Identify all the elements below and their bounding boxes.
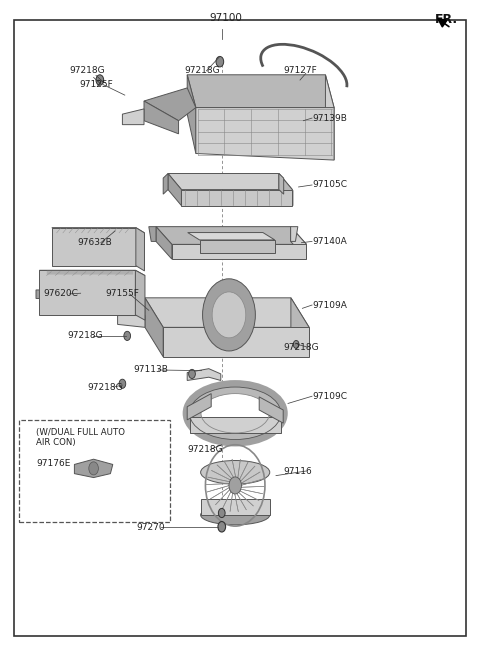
Text: 97620C: 97620C: [43, 289, 78, 298]
Ellipse shape: [201, 505, 270, 525]
Polygon shape: [187, 369, 221, 380]
Text: 97218G: 97218G: [67, 331, 103, 340]
Text: (W/DUAL FULL AUTO: (W/DUAL FULL AUTO: [36, 428, 125, 438]
Text: 97109C: 97109C: [312, 392, 347, 401]
Polygon shape: [190, 417, 281, 433]
Polygon shape: [163, 327, 309, 357]
Text: 97218G: 97218G: [283, 342, 319, 352]
Text: 97100: 97100: [209, 13, 242, 23]
Polygon shape: [122, 109, 144, 125]
Text: 97109A: 97109A: [312, 300, 347, 310]
Text: FR.: FR.: [435, 13, 458, 26]
Polygon shape: [36, 290, 103, 303]
Text: 97218G: 97218G: [185, 66, 220, 75]
Polygon shape: [168, 174, 292, 190]
Circle shape: [216, 56, 224, 67]
Ellipse shape: [201, 461, 270, 484]
Polygon shape: [325, 75, 334, 160]
Circle shape: [89, 462, 98, 475]
Polygon shape: [187, 75, 196, 154]
Text: 97105C: 97105C: [312, 180, 347, 190]
Polygon shape: [145, 298, 309, 327]
Polygon shape: [156, 227, 307, 244]
Polygon shape: [39, 270, 145, 276]
Polygon shape: [163, 174, 168, 194]
Text: 97139B: 97139B: [312, 113, 347, 123]
Polygon shape: [135, 270, 145, 320]
Circle shape: [218, 522, 226, 532]
Circle shape: [96, 75, 104, 85]
Circle shape: [212, 292, 246, 338]
Text: 97155F: 97155F: [106, 289, 140, 298]
Polygon shape: [290, 227, 298, 241]
Polygon shape: [145, 298, 163, 357]
Polygon shape: [144, 101, 179, 134]
Polygon shape: [291, 298, 309, 357]
Text: 97116: 97116: [283, 466, 312, 476]
Text: 97270: 97270: [137, 523, 166, 532]
Circle shape: [218, 508, 225, 518]
Text: 97218G: 97218G: [187, 445, 223, 454]
Polygon shape: [118, 316, 145, 327]
Text: 97218G: 97218G: [70, 66, 105, 75]
Text: 97632B: 97632B: [78, 238, 112, 247]
Polygon shape: [259, 397, 283, 423]
Circle shape: [229, 477, 241, 494]
Polygon shape: [144, 88, 196, 121]
Polygon shape: [279, 174, 284, 194]
Polygon shape: [200, 240, 275, 253]
Polygon shape: [187, 75, 334, 108]
Polygon shape: [172, 244, 307, 259]
Text: 97113B: 97113B: [133, 365, 168, 375]
Circle shape: [119, 379, 126, 388]
Polygon shape: [187, 394, 211, 420]
Polygon shape: [168, 174, 181, 206]
Ellipse shape: [190, 387, 281, 440]
Polygon shape: [279, 174, 292, 206]
Polygon shape: [181, 190, 292, 206]
Text: 97125F: 97125F: [79, 80, 113, 89]
Text: AIR CON): AIR CON): [36, 438, 76, 447]
Circle shape: [203, 279, 255, 351]
Polygon shape: [290, 227, 307, 259]
Polygon shape: [196, 108, 334, 160]
Polygon shape: [52, 228, 144, 233]
Polygon shape: [74, 459, 113, 478]
Text: 97176E: 97176E: [36, 459, 71, 468]
Polygon shape: [149, 227, 156, 241]
Polygon shape: [188, 233, 275, 240]
Text: 97218G: 97218G: [88, 382, 123, 392]
Circle shape: [189, 369, 195, 379]
Polygon shape: [156, 227, 172, 259]
Text: 97140A: 97140A: [312, 237, 347, 246]
Circle shape: [293, 340, 299, 348]
Circle shape: [124, 331, 131, 340]
Polygon shape: [39, 270, 135, 315]
Polygon shape: [52, 228, 136, 266]
Polygon shape: [136, 228, 144, 271]
Text: 97127F: 97127F: [283, 66, 317, 75]
Ellipse shape: [201, 394, 269, 433]
Polygon shape: [201, 499, 270, 515]
Bar: [19, 420, 170, 522]
